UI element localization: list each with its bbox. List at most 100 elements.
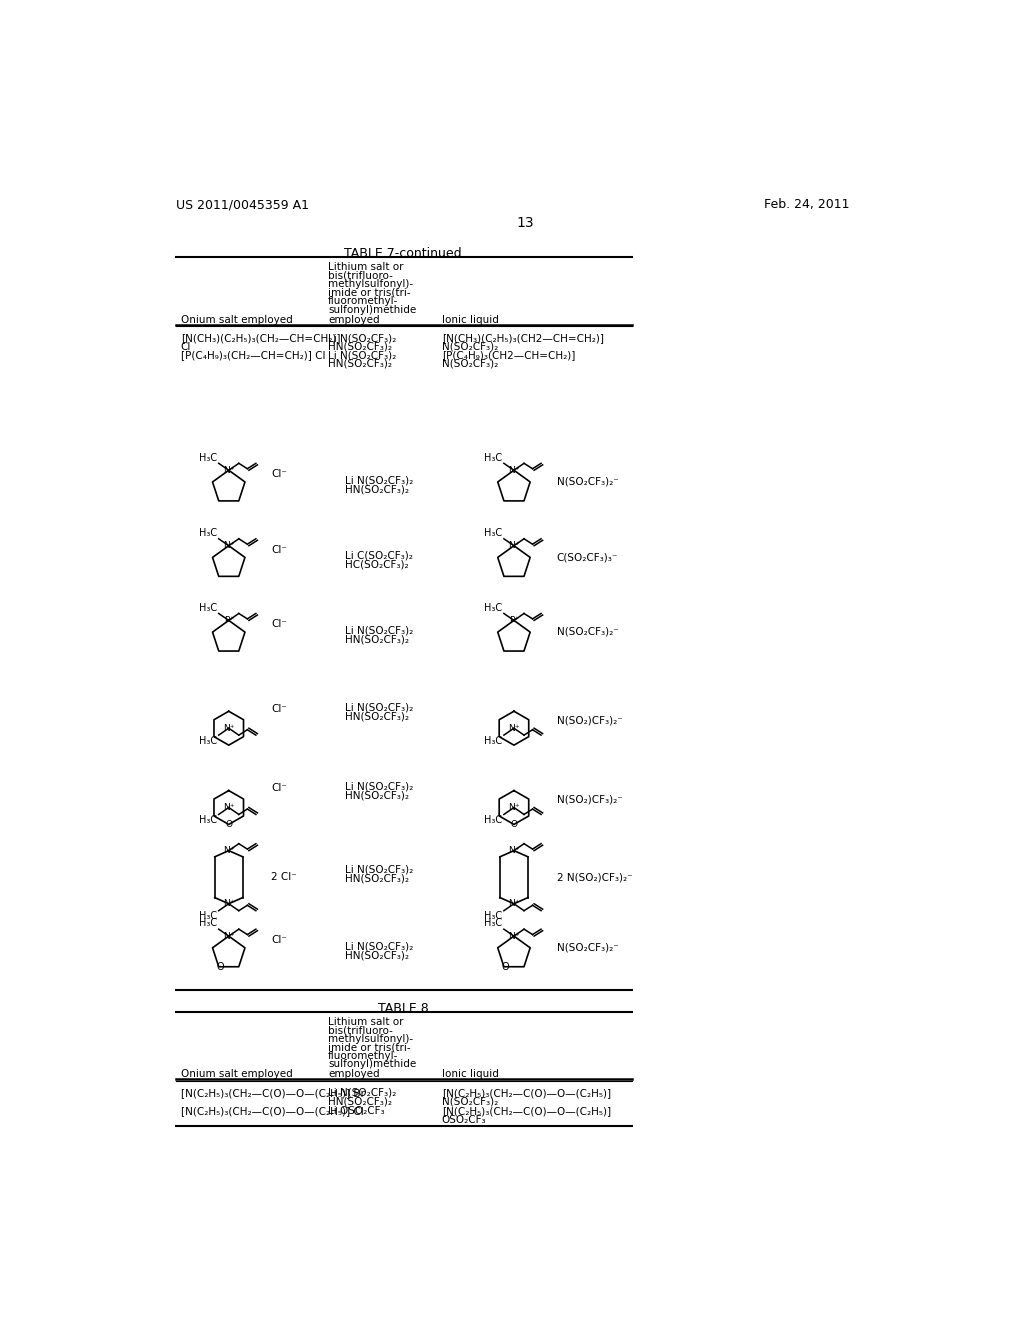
Text: Cl⁻: Cl⁻ bbox=[271, 704, 288, 714]
Text: 2 Cl⁻: 2 Cl⁻ bbox=[271, 873, 297, 882]
Text: N⁺: N⁺ bbox=[223, 723, 234, 733]
Text: N⁺: N⁺ bbox=[223, 846, 234, 855]
Text: Cl⁻: Cl⁻ bbox=[271, 783, 288, 793]
Text: Lithium salt or: Lithium salt or bbox=[328, 1016, 403, 1027]
Text: TABLE 8: TABLE 8 bbox=[378, 1002, 428, 1015]
Text: methylsulfonyl)-: methylsulfonyl)- bbox=[328, 1034, 413, 1044]
Text: H₃C: H₃C bbox=[484, 816, 503, 825]
Text: HN(SO₂CF₃)₂: HN(SO₂CF₃)₂ bbox=[345, 874, 409, 883]
Text: H₃C: H₃C bbox=[484, 453, 503, 462]
Text: [N(C₂H₅)₃(CH₂—C(O)—O—(C₂H₅)] Cl: [N(C₂H₅)₃(CH₂—C(O)—O—(C₂H₅)] Cl bbox=[180, 1106, 364, 1117]
Text: US 2011/0045359 A1: US 2011/0045359 A1 bbox=[176, 198, 309, 211]
Text: O: O bbox=[216, 962, 224, 972]
Text: bis(trifluoro-: bis(trifluoro- bbox=[328, 271, 393, 281]
Text: Li N(SO₂CF₃)₂: Li N(SO₂CF₃)₂ bbox=[345, 941, 414, 952]
Text: Cl: Cl bbox=[180, 342, 191, 351]
Text: [N(CH₃)(C₂H₅)₃(CH2—CH=CH₂)]: [N(CH₃)(C₂H₅)₃(CH2—CH=CH₂)] bbox=[442, 333, 604, 343]
Text: N(SO₂CF₃)₂⁻: N(SO₂CF₃)₂⁻ bbox=[557, 477, 618, 487]
Text: Feb. 24, 2011: Feb. 24, 2011 bbox=[764, 198, 849, 211]
Text: N⁺: N⁺ bbox=[508, 466, 520, 475]
Text: H₃C: H₃C bbox=[199, 603, 217, 612]
Text: Cl⁻: Cl⁻ bbox=[271, 619, 288, 630]
Text: sulfonyl)methide: sulfonyl)methide bbox=[328, 1059, 416, 1069]
Text: HN(SO₂CF₃)₂: HN(SO₂CF₃)₂ bbox=[328, 1096, 392, 1106]
Text: Onium salt employed: Onium salt employed bbox=[180, 314, 293, 325]
Text: imide or tris(tri-: imide or tris(tri- bbox=[328, 1043, 411, 1052]
Text: Li N(SO₂CF₃)₂: Li N(SO₂CF₃)₂ bbox=[345, 781, 414, 792]
Text: TABLE 7-continued: TABLE 7-continued bbox=[344, 247, 462, 260]
Text: Li OSO₂CF₃: Li OSO₂CF₃ bbox=[328, 1106, 385, 1117]
Text: P⁺: P⁺ bbox=[509, 616, 519, 624]
Text: HC(SO₂CF₃)₂: HC(SO₂CF₃)₂ bbox=[345, 560, 409, 570]
Text: N⁺: N⁺ bbox=[508, 846, 520, 855]
Text: Li N(SO₂CF₃)₂: Li N(SO₂CF₃)₂ bbox=[328, 350, 396, 360]
Text: HN(SO₂CF₃)₂: HN(SO₂CF₃)₂ bbox=[328, 359, 392, 368]
Text: N⁺: N⁺ bbox=[223, 899, 234, 908]
Text: methylsulfonyl)-: methylsulfonyl)- bbox=[328, 280, 413, 289]
Text: Li N(SO₂CF₃)₂: Li N(SO₂CF₃)₂ bbox=[328, 1088, 396, 1098]
Text: H₃C: H₃C bbox=[199, 816, 217, 825]
Text: imide or tris(tri-: imide or tris(tri- bbox=[328, 288, 411, 298]
Text: C(SO₂CF₃)₃⁻: C(SO₂CF₃)₃⁻ bbox=[557, 552, 617, 562]
Text: OSO₂CF₃: OSO₂CF₃ bbox=[442, 1114, 486, 1125]
Text: fluoromethyl-: fluoromethyl- bbox=[328, 296, 398, 306]
Text: HN(SO₂CF₃)₂: HN(SO₂CF₃)₂ bbox=[345, 635, 409, 644]
Text: P⁺: P⁺ bbox=[223, 616, 233, 624]
Text: HN(SO₂CF₃)₂: HN(SO₂CF₃)₂ bbox=[345, 950, 409, 961]
Text: Ionic liquid: Ionic liquid bbox=[442, 1069, 499, 1080]
Text: HN(SO₂CF₃)₂: HN(SO₂CF₃)₂ bbox=[345, 711, 409, 722]
Text: [N(C₂H₅)₃(CH₂—C(O)—O—(C₂H₅)]: [N(C₂H₅)₃(CH₂—C(O)—O—(C₂H₅)] bbox=[442, 1088, 611, 1098]
Text: N(SO₂CF₃)₂⁻: N(SO₂CF₃)₂⁻ bbox=[557, 627, 618, 638]
Text: H₃C: H₃C bbox=[484, 911, 503, 921]
Text: [P(C₄H₉)₃(CH₂—CH=CH₂)] Cl: [P(C₄H₉)₃(CH₂—CH=CH₂)] Cl bbox=[180, 350, 326, 360]
Text: N(SO₂CF₃)₂: N(SO₂CF₃)₂ bbox=[442, 342, 498, 351]
Text: N⁺: N⁺ bbox=[508, 803, 520, 812]
Text: H₃C: H₃C bbox=[484, 603, 503, 612]
Text: H₃C: H₃C bbox=[484, 528, 503, 539]
Text: O: O bbox=[510, 820, 517, 829]
Text: H₃C: H₃C bbox=[199, 919, 217, 928]
Text: H₃C: H₃C bbox=[484, 919, 503, 928]
Text: Li N(SO₂CF₃)₂: Li N(SO₂CF₃)₂ bbox=[345, 702, 414, 713]
Text: HN(SO₂CF₃)₂: HN(SO₂CF₃)₂ bbox=[345, 791, 409, 801]
Text: fluoromethyl-: fluoromethyl- bbox=[328, 1051, 398, 1061]
Text: H₃C: H₃C bbox=[199, 453, 217, 462]
Text: Lithium salt or: Lithium salt or bbox=[328, 263, 403, 272]
Text: Li N(SO₂CF₃)₂: Li N(SO₂CF₃)₂ bbox=[345, 626, 414, 635]
Text: H₃C: H₃C bbox=[484, 737, 503, 746]
Text: Li N(SO₂CF₃)₂: Li N(SO₂CF₃)₂ bbox=[345, 865, 414, 874]
Text: N⁺: N⁺ bbox=[508, 899, 520, 908]
Text: H₃C: H₃C bbox=[199, 911, 217, 921]
Text: N⁺: N⁺ bbox=[223, 541, 234, 550]
Text: N(SO₂CF₃)₂: N(SO₂CF₃)₂ bbox=[442, 1096, 498, 1106]
Text: N⁺: N⁺ bbox=[508, 932, 520, 941]
Text: employed: employed bbox=[328, 1069, 380, 1080]
Text: O: O bbox=[225, 820, 232, 829]
Text: H₃C: H₃C bbox=[199, 737, 217, 746]
Text: 13: 13 bbox=[516, 216, 534, 230]
Text: Li C(SO₂CF₃)₂: Li C(SO₂CF₃)₂ bbox=[345, 550, 413, 561]
Text: N(SO₂)CF₃)₂⁻: N(SO₂)CF₃)₂⁻ bbox=[557, 795, 623, 805]
Text: [P(C₄H₉)₃(CH2—CH=CH₂)]: [P(C₄H₉)₃(CH2—CH=CH₂)] bbox=[442, 350, 575, 360]
Text: bis(trifluoro-: bis(trifluoro- bbox=[328, 1026, 393, 1035]
Text: N⁺: N⁺ bbox=[223, 932, 234, 941]
Text: O: O bbox=[502, 962, 509, 972]
Text: N⁺: N⁺ bbox=[508, 541, 520, 550]
Text: employed: employed bbox=[328, 314, 380, 325]
Text: N(SO₂CF₃)₂: N(SO₂CF₃)₂ bbox=[442, 359, 498, 368]
Text: HN(SO₂CF₃)₂: HN(SO₂CF₃)₂ bbox=[328, 342, 392, 351]
Text: H₃C: H₃C bbox=[199, 528, 217, 539]
Text: N⁺: N⁺ bbox=[223, 803, 234, 812]
Text: Li N(SO₂CF₃)₂: Li N(SO₂CF₃)₂ bbox=[345, 475, 414, 486]
Text: [N(C₂H₅)₃(CH₂—C(O)—O—(C₂H₅)] Br: [N(C₂H₅)₃(CH₂—C(O)—O—(C₂H₅)] Br bbox=[180, 1088, 365, 1098]
Text: Cl⁻: Cl⁻ bbox=[271, 469, 288, 479]
Text: N⁺: N⁺ bbox=[223, 466, 234, 475]
Text: N(SO₂CF₃)₂⁻: N(SO₂CF₃)₂⁻ bbox=[557, 942, 618, 953]
Text: N(SO₂)CF₃)₂⁻: N(SO₂)CF₃)₂⁻ bbox=[557, 715, 623, 726]
Text: [N(CH₃)(C₂H₅)₃(CH₂—CH=CH₂)]: [N(CH₃)(C₂H₅)₃(CH₂—CH=CH₂)] bbox=[180, 333, 340, 343]
Text: Cl⁻: Cl⁻ bbox=[271, 545, 288, 554]
Text: HN(SO₂CF₃)₂: HN(SO₂CF₃)₂ bbox=[345, 484, 409, 495]
Text: Cl⁻: Cl⁻ bbox=[271, 935, 288, 945]
Text: 2 N(SO₂)CF₃)₂⁻: 2 N(SO₂)CF₃)₂⁻ bbox=[557, 873, 632, 882]
Text: [N(C₂H₅)₃(CH₂—C(O)—O—(C₂H₅)]: [N(C₂H₅)₃(CH₂—C(O)—O—(C₂H₅)] bbox=[442, 1106, 611, 1117]
